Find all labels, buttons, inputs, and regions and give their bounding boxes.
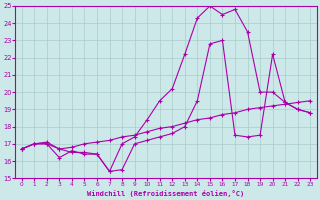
X-axis label: Windchill (Refroidissement éolien,°C): Windchill (Refroidissement éolien,°C) (87, 190, 244, 197)
